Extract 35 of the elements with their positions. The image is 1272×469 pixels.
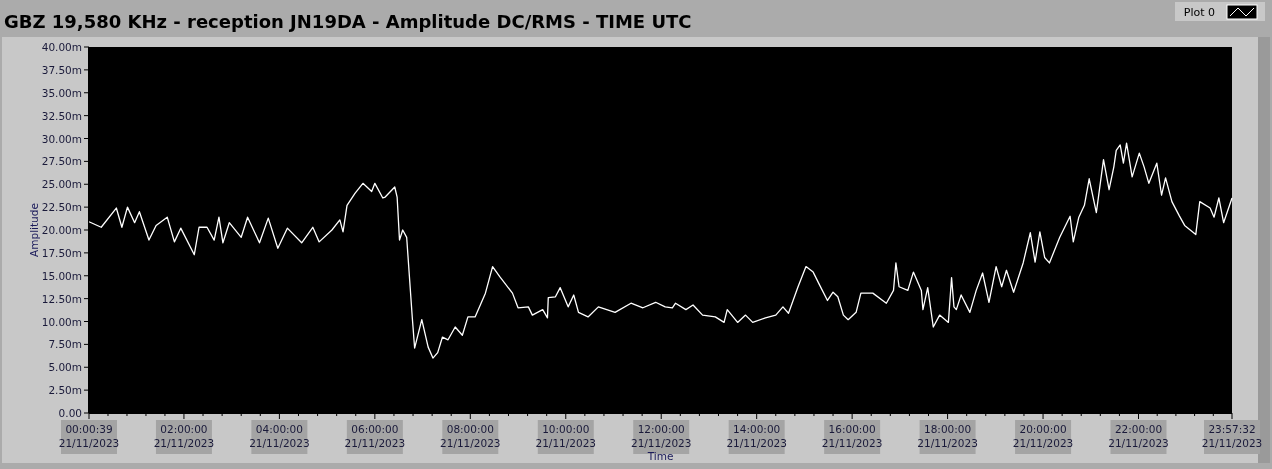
y-tick-label: 22.50m (41, 201, 82, 214)
x-tick-label: 14:00:00 21/11/2023 (726, 423, 787, 449)
y-tick-label: 37.50m (41, 63, 82, 76)
x-tick-label: 12:00:00 21/11/2023 (630, 423, 692, 449)
x-tick-label: 18:00:00 21/11/2023 (917, 423, 978, 449)
y-tick-label: 12.50m (41, 292, 82, 305)
x-tick-label: 08:00:00 21/11/2023 (440, 423, 501, 449)
x-tick-label: 10:00:00 21/11/2023 (535, 423, 597, 449)
x-tick-label: 00:00:39 21/11/2023 (58, 423, 120, 449)
chart-title: GBZ 19,580 KHz - reception JN19DA - Amplitude DC/RMS - TIME UTC (4, 11, 692, 32)
y-tick-label: 35.00m (41, 86, 82, 99)
y-tick-label: 20.00m (41, 224, 82, 236)
y-tick-label: 27.50m (41, 155, 82, 168)
x-tick-label: 02:00:00 21/11/2023 (153, 423, 215, 449)
x-tick-label: 23:57:32 21/11/2023 (1201, 423, 1263, 449)
y-tick-label: 15.00m (41, 269, 82, 282)
y-tick-label: 5.00m (48, 361, 82, 374)
line-series (88, 142, 1233, 359)
y-tick-label: 7.50m (48, 338, 82, 351)
x-tick-label: 16:00:00 21/11/2023 (821, 423, 883, 449)
y-tick-label: 17.50m (41, 246, 82, 259)
y-tick-label: 25.00m (41, 178, 82, 191)
legend-label: Plot 0 (1183, 6, 1215, 19)
x-axis-title: Time (646, 450, 674, 462)
y-tick-label: 2.50m (48, 384, 82, 397)
y-tick-label: 30.00m (41, 132, 82, 145)
x-tick-label: 20:00:00 21/11/2023 (1012, 423, 1074, 449)
x-tick-label: 04:00:00 21/11/2023 (249, 423, 310, 449)
y-axis-title: Amplitude (28, 203, 40, 257)
y-tick-label: 0.00 (58, 407, 82, 419)
y-tick-label: 10.00m (41, 315, 82, 328)
x-tick-label: 22:00:00 21/11/2023 (1108, 423, 1169, 449)
y-tick-label: 40.00m (41, 41, 82, 53)
x-tick-label: 06:00:00 21/11/2023 (344, 423, 406, 449)
y-tick-label: 32.50m (41, 109, 82, 122)
